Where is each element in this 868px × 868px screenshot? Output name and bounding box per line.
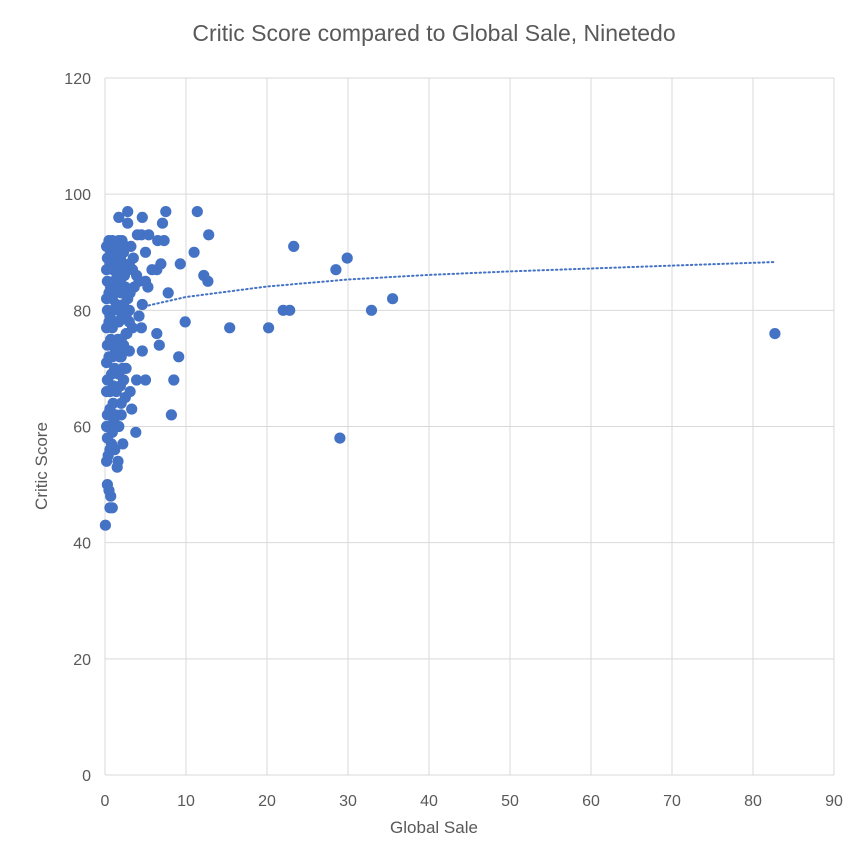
data-point — [165, 409, 177, 421]
data-point — [120, 328, 132, 340]
data-point — [122, 217, 134, 229]
data-point — [224, 322, 236, 334]
data-point — [202, 275, 214, 287]
data-point — [106, 502, 118, 514]
data-point — [173, 351, 185, 363]
data-point — [365, 304, 378, 316]
data-point — [330, 264, 342, 276]
data-point — [143, 229, 155, 241]
y-tick-label: 20 — [73, 652, 91, 669]
data-point — [151, 328, 163, 340]
data-point — [135, 322, 147, 334]
data-point — [113, 211, 125, 223]
data-point — [263, 322, 275, 334]
data-point — [136, 345, 148, 357]
x-tick-label: 20 — [258, 793, 276, 810]
x-axis-title: Global Sale — [390, 818, 478, 837]
data-point — [162, 287, 174, 299]
y-tick-label: 40 — [73, 536, 91, 553]
data-point — [124, 386, 136, 398]
data-point — [122, 206, 134, 218]
data-point — [120, 362, 132, 374]
data-point — [191, 206, 203, 218]
x-tick-label: 40 — [420, 793, 438, 810]
y-tick-label: 120 — [64, 71, 91, 88]
x-tick-label: 30 — [339, 793, 357, 810]
data-point — [203, 229, 215, 241]
x-tick-label: 80 — [744, 793, 762, 810]
x-tick-label: 60 — [582, 793, 600, 810]
y-tick-label: 80 — [73, 303, 91, 320]
chart-title: Critic Score compared to Global Sale, Ni… — [192, 20, 676, 46]
grid-layer — [104, 77, 835, 776]
data-point — [179, 316, 191, 328]
x-tick-label: 50 — [501, 793, 519, 810]
data-point — [168, 374, 180, 386]
y-tick-label: 0 — [82, 768, 91, 785]
x-tick-label: 0 — [101, 793, 110, 810]
data-point — [115, 351, 127, 363]
data-point — [130, 426, 142, 438]
x-tick-label: 70 — [663, 793, 681, 810]
data-point — [105, 490, 117, 502]
y-tick-label: 100 — [64, 187, 91, 204]
y-tick-label: 60 — [73, 420, 91, 437]
data-point — [113, 420, 125, 433]
data-point — [334, 432, 346, 444]
x-tick-label: 90 — [825, 793, 843, 810]
data-point — [156, 217, 169, 229]
data-point — [387, 293, 399, 305]
data-point — [109, 409, 122, 421]
data-point — [288, 240, 300, 252]
data-point — [188, 246, 200, 258]
data-point — [109, 444, 121, 456]
data-point — [117, 438, 129, 450]
data-point — [160, 206, 172, 218]
data-point — [153, 339, 165, 351]
data-point — [123, 304, 135, 316]
trendline — [138, 261, 775, 309]
data-point — [112, 455, 124, 467]
data-point — [174, 258, 186, 270]
data-point — [139, 246, 152, 258]
data-point — [131, 374, 143, 386]
data-point — [769, 328, 781, 340]
data-point — [118, 339, 130, 351]
data-point — [126, 403, 138, 415]
data-point — [155, 258, 167, 270]
data-point — [125, 240, 137, 252]
x-tick-label: 10 — [177, 793, 195, 810]
data-point — [136, 298, 148, 311]
data-point — [158, 235, 170, 247]
data-point — [142, 281, 154, 293]
data-point — [107, 397, 119, 409]
data-point — [284, 304, 296, 316]
data-point — [341, 252, 353, 264]
data-point — [136, 211, 148, 223]
point-layer — [99, 206, 781, 531]
data-point — [133, 310, 145, 322]
data-point — [99, 519, 111, 531]
data-point — [124, 287, 136, 299]
axis-layer: 0 20 40 60 80 100 120 0 10 20 30 40 50 60 70 80 90 — [64, 71, 843, 810]
data-point — [139, 374, 152, 386]
trend-layer — [138, 261, 775, 309]
